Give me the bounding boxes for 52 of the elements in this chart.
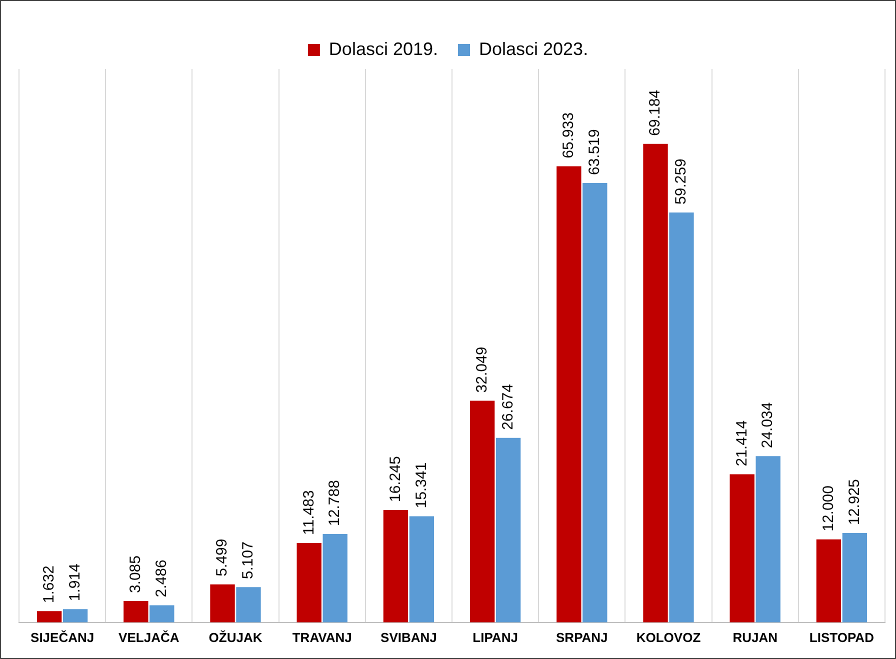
legend-label: Dolasci 2023. [479,38,588,59]
bar [730,474,754,622]
bar [816,539,842,622]
x-tick-label: VELJAČA [118,630,180,645]
bar [322,534,348,622]
bar [150,605,174,622]
data-label: 11.483 [300,490,318,535]
bar [296,542,322,622]
bar [842,532,868,622]
data-label: 12.000 [820,486,837,532]
bar [643,144,668,622]
bar [124,601,148,622]
bar [36,611,62,622]
data-label: 1.914 [66,564,84,602]
bar [409,516,434,622]
data-label: 5.499 [214,538,231,576]
bar [470,400,495,622]
data-label: 3.085 [127,556,144,594]
x-tick-label: RUJAN [732,630,778,645]
bar [756,456,780,622]
x-tick-label: KOLOVOZ [636,630,701,645]
data-label: 16.245 [386,456,404,502]
data-label: 2.486 [153,560,170,598]
data-label: 59.259 [672,158,690,204]
data-label: 65.933 [560,112,578,158]
bar [62,609,88,622]
x-tick-label: TRAVANJ [292,630,352,645]
bar [236,587,261,622]
bar [669,212,694,622]
x-tick-label: LIPANJ [472,630,518,645]
legend-label: Dolasci 2019. [328,38,438,59]
data-label: 5.107 [240,542,257,580]
data-label: 21.414 [733,420,750,466]
bar [383,510,408,622]
data-label: 69.184 [646,90,664,136]
x-tick-label: SVIBANJ [380,630,437,645]
data-label: 15.341 [412,462,430,508]
x-tick-label: LISTOPAD [809,630,874,645]
data-label: 12.788 [326,480,344,526]
data-label: 12.925 [846,479,863,525]
data-label: 24.034 [759,402,776,448]
bar [496,438,521,622]
x-tick-label: SIJEČANJ [30,630,94,645]
x-tick-label: OŽUJAK [208,630,263,645]
data-label: 1.632 [40,566,58,604]
data-label: 63.519 [586,129,604,176]
x-tick-label: SRPANJ [556,630,608,645]
bar [210,584,235,622]
data-label: 26.674 [499,384,516,430]
data-label: 32.049 [473,346,490,393]
bar [582,183,608,622]
bar [556,166,582,622]
